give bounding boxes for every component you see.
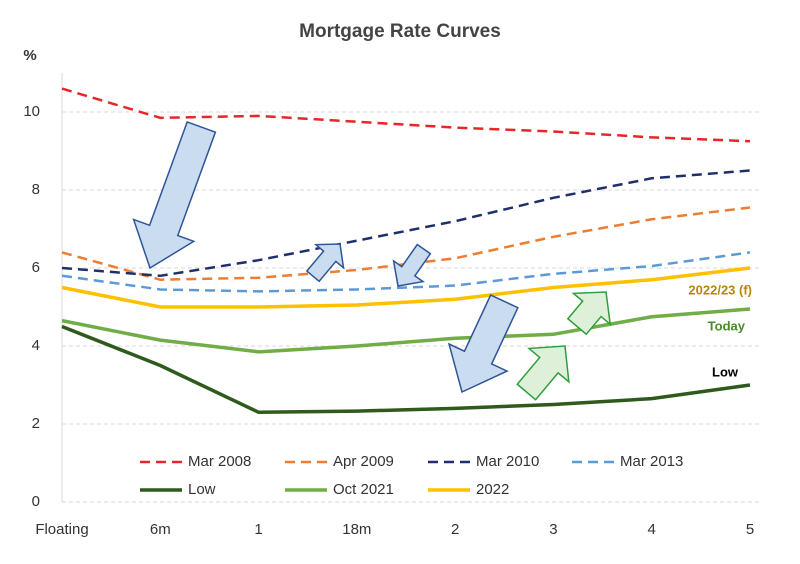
legend-label: 2022 — [476, 481, 509, 498]
annotation: 2022/23 (f) — [688, 282, 752, 297]
legend-label: Low — [188, 481, 216, 498]
arrow — [132, 120, 217, 270]
legend-label: Mar 2013 — [620, 453, 683, 470]
arrow — [305, 243, 345, 283]
y-tick-label: 2 — [32, 415, 40, 432]
legend: Mar 2008 Apr 2009 Mar 2010 Mar 2013 Low Oct 2… — [140, 453, 683, 498]
series-line — [61, 206, 751, 281]
arrow — [447, 294, 519, 394]
y-tick-label: 8 — [32, 181, 40, 198]
chart-title: Mortgage Rate Curves — [299, 21, 501, 42]
x-tick-label: 5 — [746, 521, 754, 538]
series-line — [61, 324, 751, 415]
legend-label: Apr 2009 — [333, 453, 394, 470]
arrow — [392, 243, 432, 287]
series-line — [61, 251, 751, 293]
series-line — [61, 266, 751, 309]
y-tick-label: 0 — [32, 493, 40, 510]
arrows — [132, 120, 612, 401]
x-tick-label: 4 — [648, 521, 656, 538]
x-tick-label: 1 — [254, 521, 262, 538]
x-tick-label: 3 — [549, 521, 557, 538]
x-tick-label: Floating — [35, 521, 88, 538]
y-axis-label: % — [23, 47, 36, 64]
y-tick-label: 4 — [32, 337, 40, 354]
y-tick-label: 10 — [23, 103, 40, 120]
series-line — [61, 87, 751, 143]
x-tick-label: 2 — [451, 521, 459, 538]
legend-label: Mar 2008 — [188, 453, 251, 470]
plot — [61, 87, 751, 415]
legend-label: Oct 2021 — [333, 481, 394, 498]
annotation: Low — [712, 364, 739, 379]
y-tick-label: 6 — [32, 259, 40, 276]
arrow — [516, 345, 570, 401]
x-tick-label: 18m — [342, 521, 371, 538]
legend-label: Mar 2010 — [476, 453, 539, 470]
series-line — [61, 169, 751, 278]
series-line — [61, 307, 751, 354]
x-tick-label: 6m — [150, 521, 171, 538]
arrow — [566, 291, 612, 336]
annotation: Today — [708, 318, 746, 333]
